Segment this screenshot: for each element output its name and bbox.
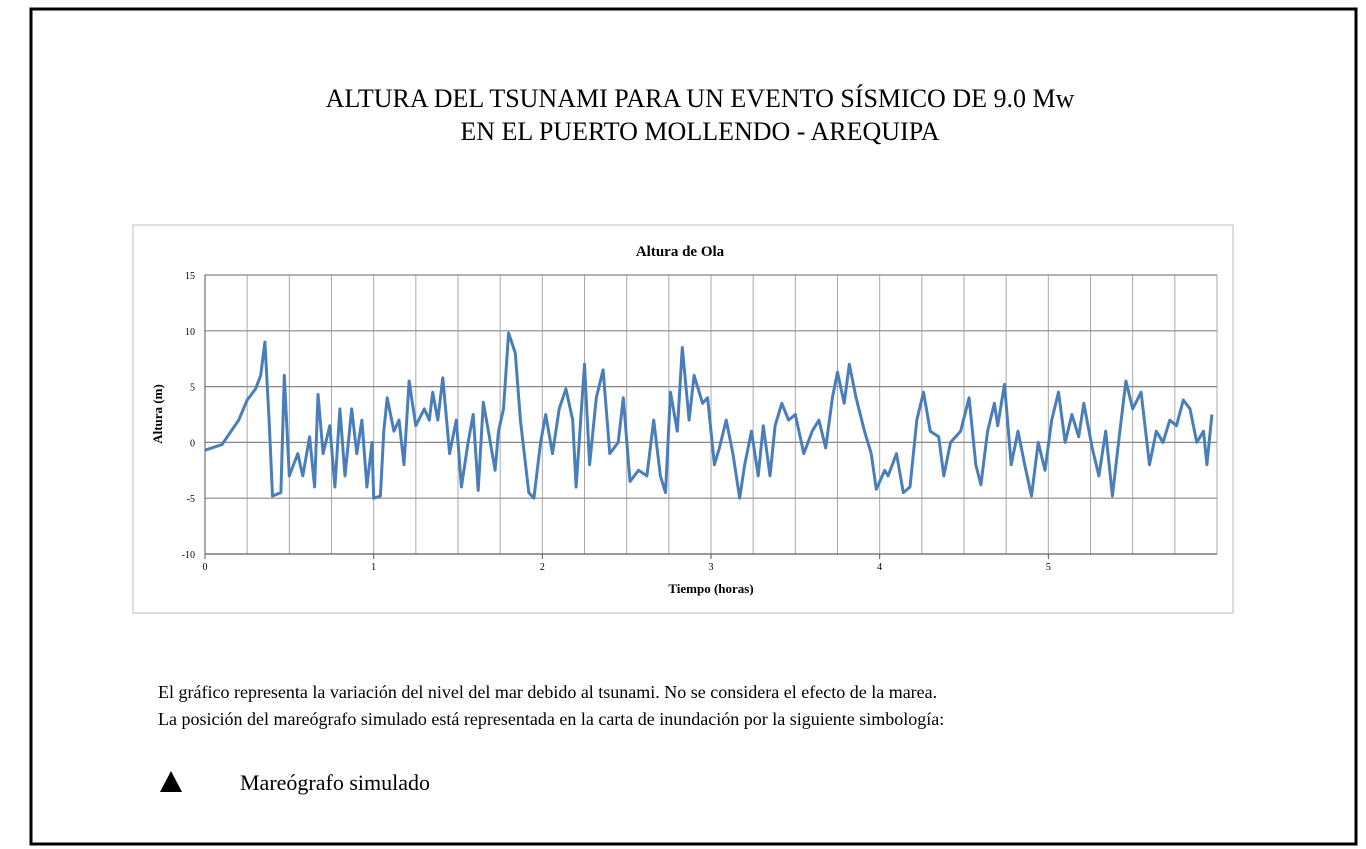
heading-line: ALTURA DEL TSUNAMI PARA UN EVENTO SÍSMIC… <box>326 84 1075 113</box>
y-tick-label: 0 <box>190 438 195 449</box>
frame <box>29 7 1358 846</box>
x-tick-label: 5 <box>1046 562 1051 573</box>
note: La posición del mareógrafo simulado está… <box>158 709 944 729</box>
symbol-triangle <box>160 771 182 792</box>
note: El gráfico representa la variación del n… <box>158 682 937 702</box>
chart-box <box>132 224 1234 614</box>
symbol-label: Mareógrafo simulado <box>240 770 430 795</box>
y-tick-label: -10 <box>182 550 195 561</box>
y-tick-label: 10 <box>185 327 195 338</box>
y-tick-label: -5 <box>187 494 195 505</box>
y-tick-label: 15 <box>185 271 195 282</box>
y-tick-label: 5 <box>190 383 195 394</box>
x-tick-label: 0 <box>203 562 208 573</box>
heading-line: EN EL PUERTO MOLLENDO - AREQUIPA <box>460 117 939 146</box>
y-axis-label: Altura (m) <box>150 384 165 444</box>
x-tick-label: 1 <box>371 562 376 573</box>
x-tick-label: 2 <box>540 562 545 573</box>
chart-title: Altura de Ola <box>636 244 725 260</box>
x-axis-label: Tiempo (horas) <box>668 581 753 596</box>
data-line <box>204 331 1214 500</box>
x-tick-label: 3 <box>709 562 714 573</box>
x-tick-label: 4 <box>877 562 882 573</box>
